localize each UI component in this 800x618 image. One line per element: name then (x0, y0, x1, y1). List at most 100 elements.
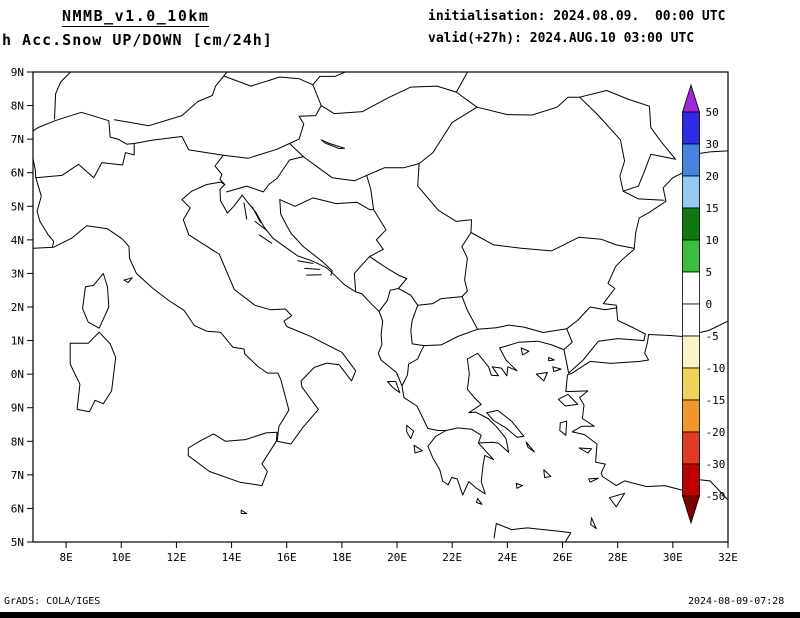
colorbar-label: -50 (706, 490, 726, 503)
colorbar-label: 10 (706, 234, 719, 247)
colorbar-label: 50 (706, 106, 719, 119)
country-border (289, 105, 322, 144)
coastline (413, 444, 423, 454)
colorbar-segment (682, 335, 700, 369)
lat-tick-label: 38N (10, 435, 24, 448)
coastline (240, 509, 248, 514)
coastline (243, 202, 248, 220)
coastline (578, 447, 592, 454)
coastline (548, 356, 555, 362)
colorbar-label: -10 (706, 362, 726, 375)
lon-tick-label: 30E (663, 551, 683, 564)
lon-tick-label: 26E (553, 551, 573, 564)
grads-credit: GrADS: COLA/IGES (4, 596, 101, 607)
colorbar-segment (682, 175, 700, 209)
country-border (35, 143, 135, 179)
coastline (588, 477, 599, 483)
coastline (466, 150, 728, 453)
coastline (187, 431, 278, 487)
coastline (543, 469, 552, 478)
coastline (219, 184, 482, 444)
country-border (366, 174, 375, 211)
coastline (565, 320, 728, 501)
coastline (525, 441, 535, 453)
lon-tick-label: 24E (497, 551, 517, 564)
lon-tick-label: 16E (277, 551, 297, 564)
colorbar-segment (682, 207, 700, 241)
country-border (622, 190, 665, 201)
page-title: NMMB_v1.0_10km (62, 7, 210, 27)
coastline (608, 492, 626, 508)
coastline (82, 272, 110, 329)
country-border (417, 296, 463, 306)
coastline (559, 420, 568, 436)
lat-tick-label: 39N (10, 402, 24, 415)
country-border (369, 209, 387, 258)
country-border (279, 199, 333, 276)
coastline (33, 181, 357, 445)
country-border (476, 96, 581, 116)
coastline (427, 430, 495, 496)
country-border (579, 96, 626, 192)
colorbar-label: -15 (706, 394, 726, 407)
lat-tick-label: 43N (10, 267, 24, 280)
colorbar-label: 5 (706, 266, 713, 279)
coastline (258, 234, 273, 244)
lat-tick-label: 45N (10, 200, 24, 213)
coastline (386, 381, 401, 394)
country-border (279, 197, 375, 211)
valid-time: valid(+27h): 2024.AUG.10 03:00 UTC (428, 31, 695, 46)
lon-tick-label: 22E (442, 551, 462, 564)
country-border (33, 158, 37, 179)
lat-tick-label: 46N (10, 167, 24, 180)
country-border (417, 163, 472, 233)
colorbar-segment (682, 239, 700, 273)
country-border (302, 156, 368, 182)
initialisation-time: initialisation: 2024.08.09. 00:00 UTC (428, 9, 726, 24)
lat-tick-label: 48N (10, 100, 24, 113)
colorbar-label: 15 (706, 202, 719, 215)
country-border (33, 111, 135, 145)
lon-tick-label: 20E (387, 551, 407, 564)
coastline (486, 409, 525, 438)
colorbar-arrow-down (681, 495, 701, 525)
colorbar-segment (682, 143, 700, 177)
country-border (133, 136, 224, 156)
coastline (69, 331, 117, 413)
coastline (493, 523, 572, 542)
country-border (54, 72, 71, 120)
country-border (423, 328, 479, 347)
coastline (254, 220, 268, 231)
country-border (461, 232, 472, 298)
colorbar-segment (682, 431, 700, 465)
coastline (476, 497, 483, 505)
colorbar-segment (682, 367, 700, 401)
country-border (369, 256, 419, 306)
country-border (566, 306, 618, 330)
country-border (378, 288, 399, 312)
country-border (222, 143, 290, 159)
colorbar-label: -30 (706, 458, 726, 471)
lat-tick-label: 36N (10, 502, 24, 515)
country-border (113, 72, 228, 127)
lon-tick-label: 10E (111, 551, 131, 564)
colorbar-label: -20 (706, 426, 726, 439)
country-border (214, 154, 226, 185)
country-border (353, 256, 370, 293)
creation-timestamp: 2024-08-09-07:28 (688, 596, 785, 607)
country-border (410, 304, 425, 347)
colorbar-segment (682, 271, 700, 305)
country-border (401, 345, 425, 387)
coastline (535, 372, 548, 382)
map-canvas: 49N 48N 47N 46N 45N 44N 43N 42N 41N 40N 39N 38N 37N 3… (10, 66, 738, 564)
colorbar-segment (682, 463, 700, 497)
country-border (226, 156, 304, 193)
country-border (563, 328, 573, 351)
country-border (461, 296, 479, 330)
country-border (312, 72, 468, 115)
colorbar-segment (682, 111, 700, 145)
coastline (251, 206, 261, 223)
lon-tick-label: 12E (166, 551, 186, 564)
